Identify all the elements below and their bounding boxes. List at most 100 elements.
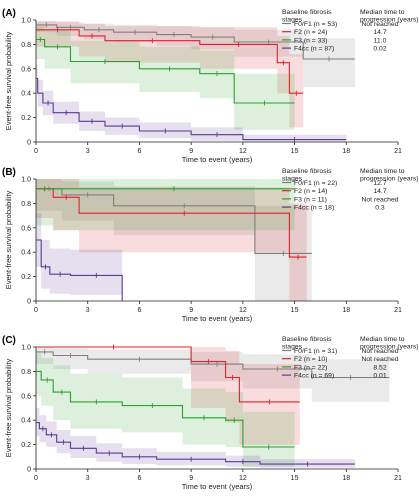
x-tick-label: 21 [394, 475, 402, 482]
y-tick-label: 0.4 [21, 91, 31, 98]
legend-median-value: Not reached [361, 348, 398, 355]
legend-median-value: 0.01 [373, 373, 386, 380]
ci-band-f3 [36, 179, 295, 231]
x-tick-label: 6 [137, 148, 141, 155]
y-tick-label: 0.6 [21, 66, 31, 73]
x-tick-label: 15 [291, 307, 299, 314]
x-tick-label: 18 [342, 307, 350, 314]
panel-label: (C) [2, 335, 16, 346]
y-tick-label: 0.2 [21, 274, 31, 281]
x-tick-label: 0 [34, 148, 38, 155]
x-tick-label: 18 [342, 475, 350, 482]
km-curve-f4cc [36, 239, 123, 301]
y-tick-label: 0 [27, 467, 31, 474]
panel-2: (C) 0 3 6 9 12 15 18 21 0 0.2 0.4 0.6 0.8 1.0 Time to e… [2, 335, 419, 491]
km-curve-f0f1 [36, 188, 312, 254]
y-tick-label: 0.8 [21, 369, 31, 376]
y-tick-label: 0.4 [21, 250, 31, 257]
km-curve-f3 [36, 38, 295, 104]
legend-entry: F4cc (n = 87) [294, 46, 334, 53]
x-axis-label: Time to event (years) [182, 482, 253, 491]
y-axis-label: Event-free survival probability [4, 32, 13, 131]
x-axis-label: Time to event (years) [182, 155, 253, 164]
legend-value-title: Median time to progression (years) [360, 9, 419, 24]
y-axis-label: Event-free survival probability [4, 359, 13, 458]
legend-title: Baseline fibrosis stages [282, 9, 332, 24]
y-tick-label: 1.0 [21, 345, 31, 352]
y-tick-label: 0.6 [21, 225, 31, 232]
km-curve-f2 [36, 346, 300, 403]
ci-band-f4cc [36, 213, 123, 301]
legend-value-title: Median time to progression (years) [360, 168, 419, 183]
legend-entry: F0/F1 (n = 31) [294, 348, 337, 355]
y-tick-label: 0.2 [21, 115, 31, 122]
km-curve-f2 [36, 188, 307, 258]
x-tick-label: 21 [394, 148, 402, 155]
panel-label: (B) [2, 167, 16, 178]
legend-entry: F0/F1 (n = 53) [294, 21, 337, 28]
legend-entry: F3 (n = 11) [294, 196, 327, 203]
ci-band-f4cc [36, 65, 347, 142]
x-tick-label: 12 [239, 148, 247, 155]
y-tick-label: 0.4 [21, 418, 31, 425]
x-tick-label: 6 [137, 307, 141, 314]
ci-band-f2 [36, 21, 304, 128]
legend-entry: F2 (n = 10) [294, 356, 327, 363]
x-tick-label: 6 [137, 475, 141, 482]
x-tick-label: 9 [189, 148, 193, 155]
y-tick-label: 0.8 [21, 42, 31, 49]
panel-0: (A) 0 3 6 9 12 15 18 21 0 0.2 0.4 0.6 0.8 1.0 Time to e… [2, 8, 419, 164]
panel-1: (B) 0 3 6 9 12 15 18 21 0 0.2 0.4 0.6 0.8 1.0 Time to e… [2, 167, 419, 323]
legend-entry: F2 (n = 24) [294, 29, 327, 36]
legend-median-value: 8.52 [373, 364, 386, 371]
x-tick-label: 3 [86, 475, 90, 482]
ci-band-f0f1 [36, 347, 390, 402]
ci-band-f3 [36, 26, 295, 130]
legend-median-value: 0.02 [373, 46, 386, 53]
legend-median-value: Not reached [361, 356, 398, 363]
km-curve-f2 [36, 29, 304, 94]
y-tick-label: 0 [27, 299, 31, 306]
ci-band-f0f1 [36, 179, 312, 301]
legend-entry: F3 (n = 33) [294, 37, 327, 44]
x-tick-label: 12 [239, 307, 247, 314]
legend-median-value: 11.0 [374, 37, 387, 44]
legend-entry: F4cc (n = 18) [294, 205, 334, 212]
legend-median-value: Not reached [361, 196, 398, 203]
legend-value-title: Median time to progression (years) [360, 336, 419, 351]
x-tick-label: 3 [86, 148, 90, 155]
legend-title: Baseline fibrosis stages [282, 168, 332, 183]
x-tick-label: 9 [189, 475, 193, 482]
y-tick-label: 0.6 [21, 393, 31, 400]
legend-median-value: Not reached [361, 21, 398, 28]
y-tick-label: 0.8 [21, 201, 31, 208]
x-tick-label: 15 [291, 148, 299, 155]
y-axis-label: Event-free survival probability [4, 191, 13, 290]
x-tick-label: 12 [239, 475, 247, 482]
x-axis-label: Time to event (years) [182, 314, 253, 323]
legend-entry: F4cc (n = 69) [294, 373, 334, 380]
ci-band-f0f1 [36, 21, 355, 88]
legend-median-value: 0.3 [375, 205, 385, 212]
x-tick-label: 18 [342, 148, 350, 155]
legend-title: Baseline fibrosis stages [282, 336, 332, 351]
y-tick-label: 1.0 [21, 177, 31, 184]
x-tick-label: 9 [189, 307, 193, 314]
legend-entry: F2 (n = 14) [294, 188, 327, 195]
legend-median-value: 14.7 [373, 29, 386, 36]
x-tick-label: 3 [86, 307, 90, 314]
legend-entry: F3 (n = 22) [294, 364, 327, 371]
y-tick-label: 0 [27, 140, 31, 147]
x-tick-label: 15 [291, 475, 299, 482]
legend-median-value: 12.7 [373, 180, 386, 187]
legend-median-value: 14.7 [373, 188, 386, 195]
x-tick-label: 0 [34, 307, 38, 314]
x-tick-label: 0 [34, 475, 38, 482]
ci-band-f2 [36, 179, 307, 301]
km-curve-f4cc [36, 422, 355, 465]
panel-label: (A) [2, 8, 16, 19]
x-tick-label: 21 [394, 307, 402, 314]
ci-band-f3 [36, 353, 295, 467]
legend-entry: F0/F1 (n = 22) [294, 180, 337, 187]
